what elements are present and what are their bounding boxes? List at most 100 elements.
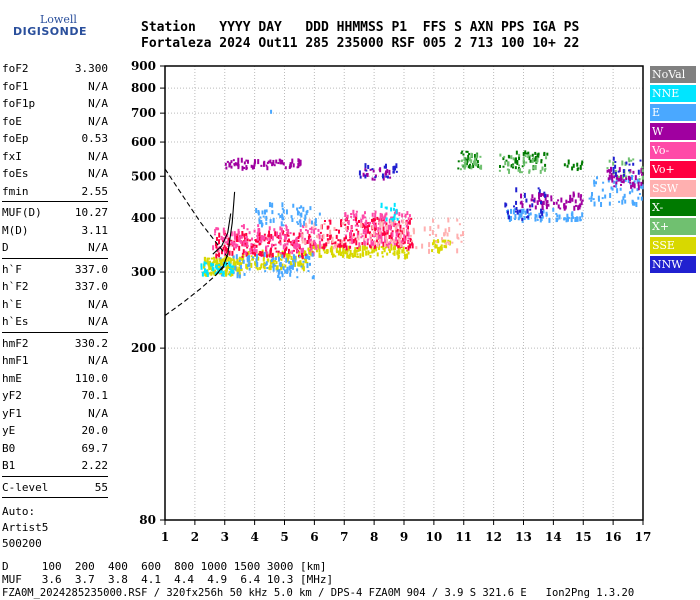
data-point <box>297 254 300 257</box>
data-point <box>344 242 347 248</box>
data-point <box>241 252 244 255</box>
data-point <box>263 209 266 215</box>
data-point <box>403 234 406 239</box>
data-point <box>627 177 630 183</box>
data-point <box>379 220 382 226</box>
data-point <box>383 230 386 236</box>
data-point <box>331 252 334 256</box>
param-foe: foE N/A <box>2 113 108 131</box>
data-point <box>415 246 418 250</box>
data-point <box>323 220 326 223</box>
data-point <box>342 247 345 252</box>
param-foep: foEp 0.53 <box>2 130 108 148</box>
data-point <box>521 203 524 209</box>
data-point <box>581 199 584 202</box>
data-point <box>287 234 290 237</box>
data-point <box>555 212 558 215</box>
data-point <box>400 240 403 243</box>
data-point <box>375 234 378 240</box>
data-point <box>631 188 634 193</box>
param-fof1p: foF1p N/A <box>2 95 108 113</box>
param-mufd: MUF(D) 10.27 <box>2 204 108 222</box>
data-point <box>230 259 233 262</box>
data-point <box>350 215 353 218</box>
data-point <box>393 245 396 251</box>
data-point <box>539 215 542 219</box>
data-point <box>444 228 447 234</box>
data-point <box>398 250 401 255</box>
data-point <box>396 233 399 236</box>
data-point <box>229 263 232 267</box>
data-point <box>543 191 546 194</box>
data-point <box>351 229 354 232</box>
data-point <box>526 216 529 219</box>
data-point <box>302 260 305 263</box>
data-point <box>378 243 381 246</box>
data-point <box>365 169 368 172</box>
data-point <box>318 212 321 216</box>
data-point <box>318 247 321 253</box>
data-point <box>281 252 284 257</box>
data-point <box>444 239 447 244</box>
data-point <box>227 264 230 269</box>
parameter-panel: foF2 3.300 foF1 N/A foF1p N/A foE N/A foEp 0.53 fx… <box>2 60 108 552</box>
param-hmf1: hmF1 N/A <box>2 352 108 370</box>
param-value: 70.1 <box>81 389 109 402</box>
data-point <box>633 180 636 183</box>
data-point <box>388 218 391 224</box>
data-point <box>379 225 382 228</box>
data-point <box>523 162 526 167</box>
data-point <box>342 223 345 226</box>
data-point <box>617 176 620 182</box>
data-point <box>263 251 266 257</box>
data-point <box>231 250 234 256</box>
data-point <box>641 173 644 176</box>
data-point <box>508 155 511 159</box>
data-point <box>258 228 261 233</box>
data-point <box>371 177 374 181</box>
data-point <box>303 220 306 226</box>
data-point <box>638 180 641 184</box>
data-point <box>397 232 400 238</box>
param-key: B1 <box>2 459 16 472</box>
data-point <box>391 220 394 226</box>
data-point <box>212 245 215 251</box>
data-point <box>256 267 259 271</box>
data-point <box>231 265 234 269</box>
data-point <box>410 241 413 246</box>
data-point <box>329 229 332 235</box>
profile-solid-2 <box>212 213 232 255</box>
data-point <box>268 226 271 231</box>
data-point <box>527 215 530 219</box>
data-point <box>546 152 549 156</box>
x-tick-label: 7 <box>340 530 348 544</box>
data-point <box>633 201 636 206</box>
data-point <box>401 213 404 218</box>
data-point <box>363 237 366 241</box>
data-point <box>546 200 549 204</box>
data-point <box>218 239 221 245</box>
data-point <box>512 157 515 161</box>
data-point <box>627 175 630 180</box>
data-point <box>238 259 241 262</box>
param-d: D N/A <box>2 239 108 257</box>
y-tick-label: 900 <box>131 59 156 73</box>
data-point <box>292 163 295 168</box>
data-point <box>535 160 538 163</box>
data-point <box>230 268 233 274</box>
data-point <box>342 252 345 258</box>
data-point <box>282 162 285 166</box>
data-point <box>386 241 389 247</box>
data-point <box>292 243 295 247</box>
data-point <box>329 247 332 253</box>
data-point <box>236 271 239 274</box>
data-point <box>242 249 245 254</box>
data-point <box>267 245 270 248</box>
data-point <box>367 228 370 234</box>
data-point <box>299 159 302 165</box>
data-point <box>378 218 381 223</box>
data-point <box>512 164 515 167</box>
data-point <box>334 255 337 258</box>
data-point <box>339 239 342 243</box>
